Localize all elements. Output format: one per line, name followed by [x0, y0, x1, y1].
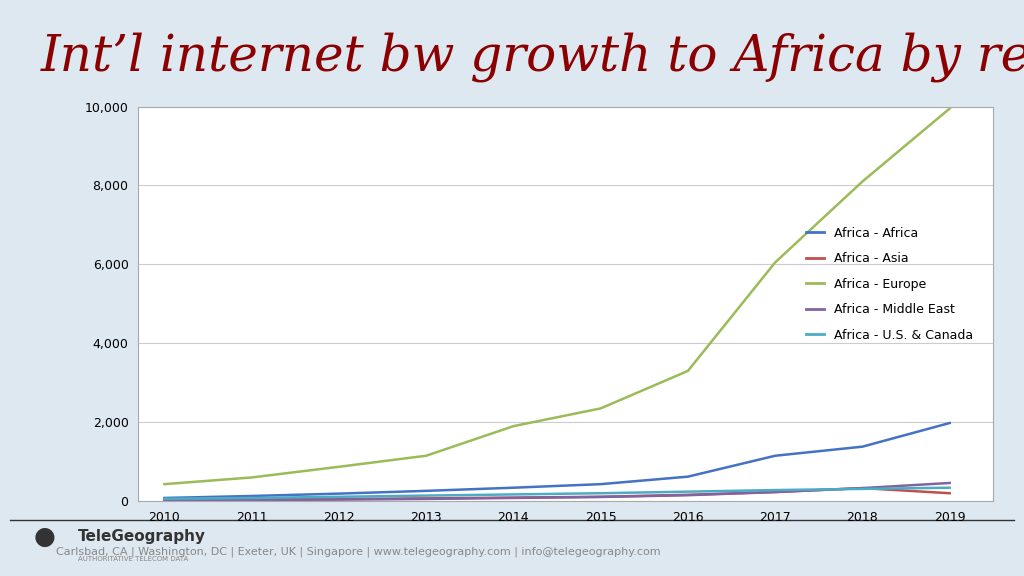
Africa - Middle East: [159, 497, 171, 504]
Africa - Asia: [159, 497, 171, 503]
Africa - Europe: [159, 481, 171, 488]
Line: Africa - Africa: Africa - Africa: [165, 423, 949, 498]
Text: Carlsbad, CA | Washington, DC | Exeter, UK | Singapore | www.telegeography.com |: Carlsbad, CA | Washington, DC | Exeter, …: [56, 547, 660, 557]
Africa - Asia: [507, 494, 519, 501]
Africa - Asia: [595, 493, 607, 500]
Text: AUTHORITATIVE TELECOM DATA: AUTHORITATIVE TELECOM DATA: [78, 556, 188, 562]
Africa - Europe: [420, 452, 432, 459]
Africa - U.S. & Canada: [507, 491, 519, 498]
Africa - Europe: [246, 474, 258, 481]
Africa - Africa: [420, 487, 432, 494]
Africa - Europe: [595, 405, 607, 412]
Africa - Middle East: [507, 495, 519, 502]
Africa - Africa: [159, 495, 171, 502]
Africa - U.S. & Canada: [682, 488, 694, 495]
Line: Africa - Europe: Africa - Europe: [165, 108, 949, 484]
Africa - Europe: [333, 463, 345, 470]
Africa - Africa: [246, 492, 258, 499]
Africa - Middle East: [420, 495, 432, 502]
Africa - Middle East: [682, 492, 694, 499]
Africa - U.S. & Canada: [333, 493, 345, 500]
Africa - Europe: [943, 105, 955, 112]
Africa - Middle East: [769, 488, 781, 495]
Africa - Africa: [682, 473, 694, 480]
Africa - U.S. & Canada: [856, 486, 868, 492]
Africa - Africa: [333, 490, 345, 497]
Africa - Africa: [507, 484, 519, 491]
Africa - Africa: [943, 419, 955, 426]
Africa - Europe: [769, 259, 781, 266]
Africa - Middle East: [333, 496, 345, 503]
Text: ●: ●: [34, 525, 55, 548]
Line: Africa - U.S. & Canada: Africa - U.S. & Canada: [165, 488, 949, 499]
Africa - Asia: [856, 484, 868, 491]
Africa - Middle East: [595, 494, 607, 501]
Africa - Asia: [682, 491, 694, 498]
Africa - Asia: [333, 495, 345, 502]
Africa - U.S. & Canada: [246, 495, 258, 502]
Line: Africa - Asia: Africa - Asia: [165, 488, 949, 500]
Africa - Middle East: [246, 497, 258, 503]
Africa - Asia: [246, 496, 258, 503]
Africa - Asia: [943, 490, 955, 497]
Africa - Asia: [420, 495, 432, 502]
Africa - Africa: [769, 452, 781, 459]
Africa - Europe: [682, 367, 694, 374]
Africa - Asia: [769, 488, 781, 495]
Africa - Middle East: [943, 479, 955, 486]
Africa - U.S. & Canada: [420, 492, 432, 499]
Line: Africa - Middle East: Africa - Middle East: [165, 483, 949, 501]
Africa - U.S. & Canada: [769, 487, 781, 494]
Africa - U.S. & Canada: [943, 484, 955, 491]
Legend: Africa - Africa, Africa - Asia, Africa - Europe, Africa - Middle East, Africa - : Africa - Africa, Africa - Asia, Africa -…: [801, 222, 979, 347]
Text: TeleGeography: TeleGeography: [78, 529, 206, 544]
Africa - Africa: [595, 481, 607, 488]
Africa - U.S. & Canada: [159, 495, 171, 502]
Africa - Africa: [856, 443, 868, 450]
Africa - Europe: [507, 423, 519, 430]
Africa - Middle East: [856, 484, 868, 491]
Africa - U.S. & Canada: [595, 490, 607, 497]
Africa - Europe: [856, 178, 868, 185]
Text: Int’l internet bw growth to Africa by region: Int’l internet bw growth to Africa by re…: [41, 32, 1024, 82]
